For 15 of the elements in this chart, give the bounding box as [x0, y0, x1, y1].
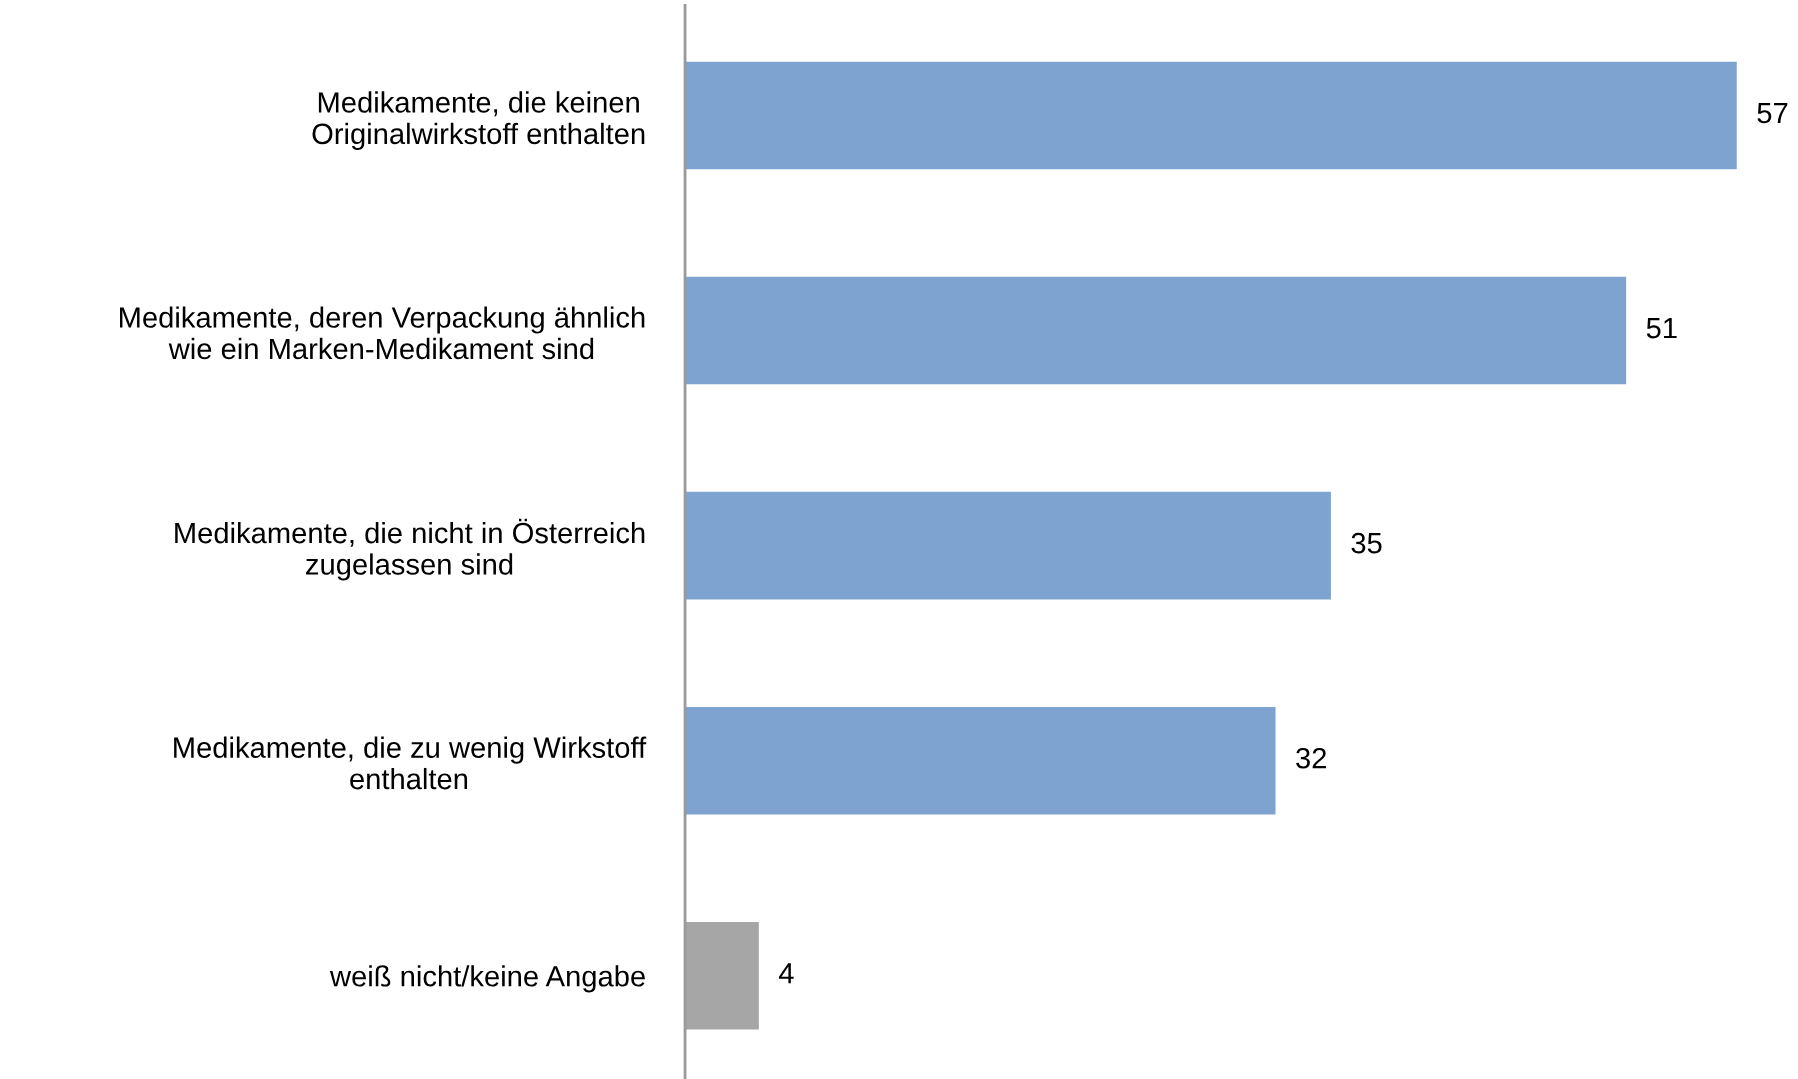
y-tick-label: Medikamente, die nicht in Österreich zugelassen sind — [175, 518, 645, 581]
data-label: 51 — [1646, 318, 1677, 339]
bar — [685, 276, 1627, 385]
bar — [685, 61, 1737, 170]
data-label: 35 — [1351, 532, 1382, 554]
y-tick-label: Medikamente, die keinen Originalwirkstoff enthalten — [312, 91, 645, 150]
bar — [685, 706, 1276, 815]
data-label: 4 — [778, 963, 794, 984]
bar — [685, 491, 1331, 600]
y-tick-label: Medikamente, deren Verpackung ähnlich wie ein Marken-Medikament sind — [120, 306, 645, 360]
data-label: 32 — [1296, 747, 1326, 769]
bar — [685, 922, 759, 1030]
y-tick-label: weiß nicht/keine Angabe — [329, 965, 645, 993]
data-label: 57 — [1757, 102, 1788, 124]
y-tick-label: Medikamente, die zu wenig Wirkstoff enthalten — [174, 736, 647, 790]
